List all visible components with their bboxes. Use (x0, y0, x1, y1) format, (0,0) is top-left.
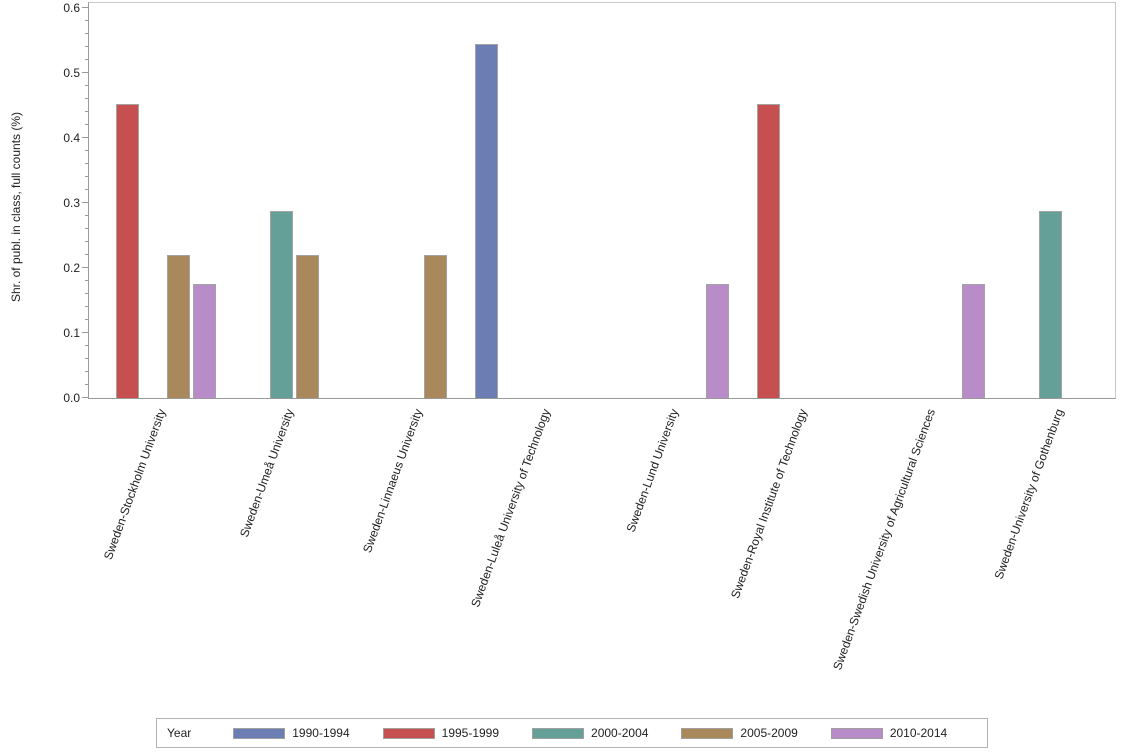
y-minor-tick (85, 358, 89, 359)
legend-label: 1995-1999 (441, 726, 500, 740)
legend-item-1990-1994: 1990-1994 (233, 726, 350, 740)
y-major-tick (82, 7, 89, 8)
x-tick-label: Sweden-Umeå University (237, 407, 297, 540)
bar-2000-2004-category-1 (269, 211, 293, 398)
legend-item-2005-2009: 2005-2009 (681, 726, 798, 740)
y-minor-tick (85, 228, 89, 229)
y-minor-tick (85, 98, 89, 99)
legend-label: 1990-1994 (292, 726, 350, 740)
legend-items: 1990-1994 1995-1999 2000-2004 2005-2009 2010… (233, 726, 947, 740)
y-minor-tick (85, 150, 89, 151)
y-tick-label: 0.0 (63, 391, 80, 405)
y-minor-tick (85, 254, 89, 255)
legend-item-2000-2004: 2000-2004 (532, 726, 648, 740)
bar-1995-1999-category-5 (757, 104, 781, 398)
bar-2005-2009-category-0 (167, 255, 191, 398)
y-minor-tick (85, 33, 89, 34)
y-tick-label: 0.4 (63, 131, 80, 145)
y-minor-tick (85, 20, 89, 21)
legend-item-1995-1999: 1995-1999 (382, 726, 500, 740)
legend-label: 2010-2014 (889, 726, 948, 740)
y-major-tick (82, 137, 89, 138)
y-minor-tick (85, 306, 89, 307)
y-tick-label: 0.5 (63, 66, 80, 80)
y-minor-tick (85, 124, 89, 125)
y-minor-tick (85, 59, 89, 60)
y-minor-tick (85, 215, 89, 216)
legend-swatch-icon (382, 727, 435, 739)
y-minor-tick (85, 111, 89, 112)
y-minor-tick (85, 163, 89, 164)
y-minor-tick (85, 384, 89, 385)
x-axis-labels: Sweden-Stockholm University Sweden-Umeå U… (88, 399, 1114, 709)
y-minor-tick (85, 176, 89, 177)
y-tick-label: 0.6 (63, 1, 80, 15)
y-axis-title: Shr. of publ. in class, full counts (%) (9, 111, 23, 303)
y-tick-label: 0.3 (63, 196, 80, 210)
bar-2010-2014-category-6 (962, 283, 986, 398)
y-major-tick (82, 332, 89, 333)
bar-2010-2014-category-4 (705, 283, 729, 398)
y-major-tick (82, 72, 89, 73)
x-tick-label: Sweden-Stockholm University (100, 407, 169, 562)
bar-2000-2004-category-7 (1039, 211, 1063, 398)
y-minor-tick (85, 280, 89, 281)
bar-1990-1994-category-3 (475, 43, 499, 398)
x-tick-label: Sweden-University of Gothenburg (991, 407, 1067, 582)
bar-1995-1999-category-0 (115, 104, 139, 398)
x-tick-label: Sweden-Linnaeus University (359, 407, 425, 555)
x-tick-label: Sweden-Luleå University of Technology (468, 407, 554, 610)
bar-2005-2009-category-1 (295, 255, 319, 398)
y-minor-tick (85, 371, 89, 372)
y-major-tick (82, 202, 89, 203)
plot-area: 0.0 0.1 0.2 0.3 0.4 0.5 0.6 (63, 1, 1116, 405)
y-tick-label: 0.1 (63, 326, 80, 340)
y-major-tick (82, 397, 89, 398)
y-minor-tick (85, 345, 89, 346)
legend: Year 1990-1994 1995-1999 2000-2004 2005-200… (156, 718, 988, 748)
y-minor-tick (85, 241, 89, 242)
y-minor-tick (85, 46, 89, 47)
legend-swatch-icon (233, 727, 286, 739)
x-tick-label: Sweden-Royal Institute of Technology (727, 407, 810, 601)
legend-item-2010-2014: 2010-2014 (830, 726, 948, 740)
legend-title: Year (167, 726, 192, 740)
x-tick-label: Sweden-Swedish University of Agricultura… (829, 407, 938, 672)
bar-2010-2014-category-0 (192, 283, 216, 398)
bar-2005-2009-category-2 (423, 255, 447, 398)
legend-label: 2000-2004 (591, 726, 649, 740)
legend-swatch-icon (681, 727, 734, 739)
y-minor-tick (85, 85, 89, 86)
legend-swatch-icon (830, 727, 883, 739)
y-minor-tick (85, 189, 89, 190)
y-tick-label: 0.2 (63, 261, 80, 275)
y-major-tick (82, 267, 89, 268)
legend-label: 2005-2009 (740, 726, 798, 740)
y-minor-tick (85, 319, 89, 320)
y-minor-tick (85, 293, 89, 294)
legend-swatch-icon (532, 727, 585, 739)
x-tick-label: Sweden-Lund University (623, 407, 682, 535)
